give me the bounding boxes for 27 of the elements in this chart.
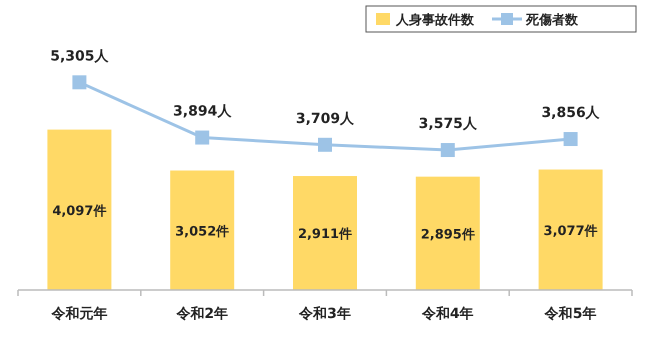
data-label: 2,895件	[420, 227, 475, 242]
x-tick-label: 令和3年	[298, 306, 351, 322]
data-label: 5,305人	[50, 48, 110, 64]
bar	[293, 176, 357, 290]
data-label: 3,709人	[296, 110, 356, 127]
x-tick-label: 令和4年	[420, 306, 474, 322]
legend-label: 死傷者数	[525, 13, 579, 28]
data-label: 3,894人	[173, 104, 232, 120]
point	[195, 130, 210, 145]
point	[564, 132, 578, 146]
point	[72, 75, 86, 90]
data-label: 3,077件	[544, 224, 598, 239]
legend-label: 人身事故件数	[395, 13, 475, 28]
bar	[170, 170, 234, 290]
point	[440, 143, 455, 158]
bar	[538, 170, 603, 290]
data-label: 3,575人	[418, 116, 478, 132]
x-tick-label: 令和2年	[175, 306, 228, 322]
x-tick-label: 令和5年	[544, 306, 596, 322]
point	[318, 138, 332, 152]
data-label: 3,052件	[175, 224, 230, 240]
bar	[416, 176, 480, 290]
x-tick-label: 令和元年	[50, 306, 108, 322]
bar	[47, 130, 112, 290]
data-label: 4,097件	[52, 204, 106, 219]
data-label: 2,911件	[298, 227, 352, 242]
data-label: 3,856人	[541, 105, 601, 122]
